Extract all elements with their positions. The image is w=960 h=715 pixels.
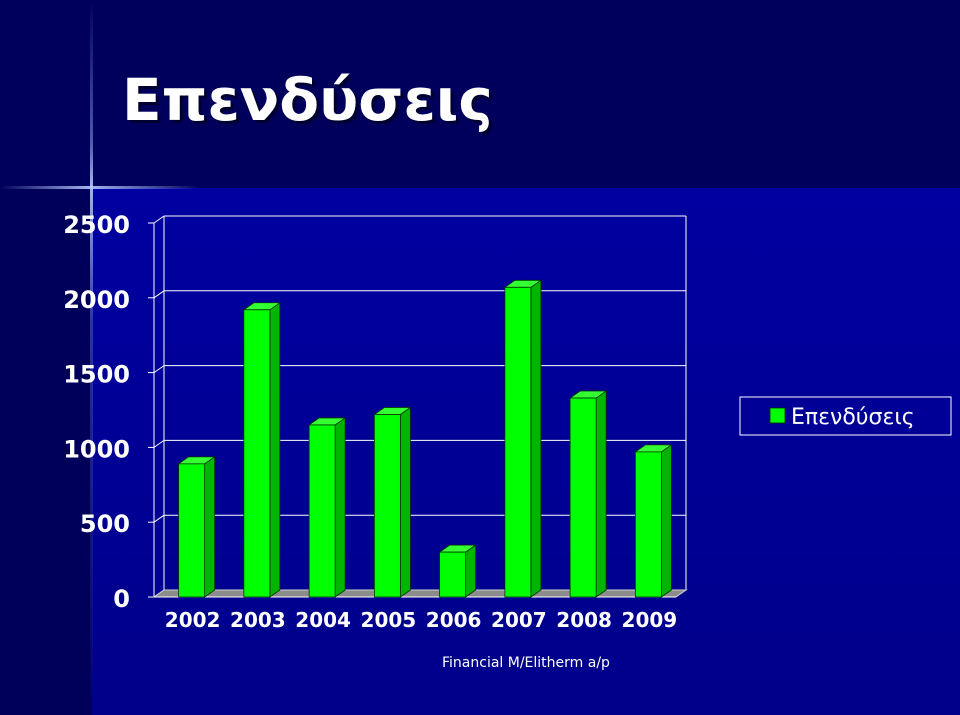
x-tick-label: 2002 (165, 608, 221, 632)
x-axis-ticks: 2002 2003 2004 2005 2006 2007 2008 2009 (165, 608, 677, 632)
bar-front (569, 397, 597, 598)
floor-plane (152, 589, 688, 598)
title-band (0, 0, 960, 188)
y-tick-label: 1000 (63, 435, 130, 463)
bar-front (373, 414, 401, 598)
left-band (0, 188, 92, 715)
y-tick-label: 2500 (63, 211, 130, 239)
x-tick-label: 2009 (622, 608, 678, 632)
x-tick-label: 2008 (556, 608, 612, 632)
bar-side (204, 456, 216, 598)
gridline-depth (153, 290, 165, 299)
chart-floor (152, 589, 688, 598)
x-tick-label: 2004 (295, 608, 351, 632)
footer-text: Financial M/Elitherm a/p (442, 655, 610, 671)
bar-side (399, 406, 411, 598)
bar-front (178, 463, 206, 598)
bar (307, 417, 347, 598)
glow-line-vertical (90, 0, 93, 715)
bar-side (595, 390, 607, 598)
bar-side (269, 301, 281, 598)
x-tick-label: 2006 (426, 608, 482, 632)
legend: Επενδύσεις (739, 396, 952, 436)
y-tick-label: 2000 (63, 286, 130, 314)
bar (438, 544, 477, 598)
bar-side (530, 279, 542, 598)
y-axis-ticks: 0 500 1000 1500 2000 2500 (63, 211, 130, 613)
legend-box (739, 396, 952, 436)
legend-swatch (769, 407, 786, 424)
glow-line-horizontal (0, 186, 200, 189)
bar-layer (177, 279, 673, 598)
bar-side (334, 417, 346, 598)
gridline-depth (153, 365, 165, 374)
bar-side (660, 444, 672, 598)
bar (373, 406, 412, 598)
bar-front (308, 424, 336, 598)
bar-front (634, 451, 662, 598)
x-tick-label: 2003 (230, 608, 286, 632)
slide-title: Επενδύσεις (122, 66, 493, 134)
legend-label: Επενδύσεις (791, 405, 915, 430)
gridline-depth (153, 215, 165, 224)
bar-front (439, 551, 467, 598)
gridline-depth (153, 514, 165, 523)
bar (242, 301, 282, 598)
x-tick-label: 2005 (361, 608, 417, 632)
bar (177, 456, 216, 598)
y-tick-label: 0 (113, 585, 130, 613)
x-tick-label: 2007 (491, 608, 547, 632)
bar-front (504, 286, 532, 598)
bar (568, 390, 608, 598)
y-tick-label: 1500 (63, 361, 130, 389)
bar (634, 444, 673, 598)
bar-front (243, 309, 271, 598)
bar (503, 279, 543, 598)
gridline-depth (153, 439, 165, 448)
bar-side (465, 544, 477, 598)
y-tick-label: 500 (80, 510, 130, 538)
